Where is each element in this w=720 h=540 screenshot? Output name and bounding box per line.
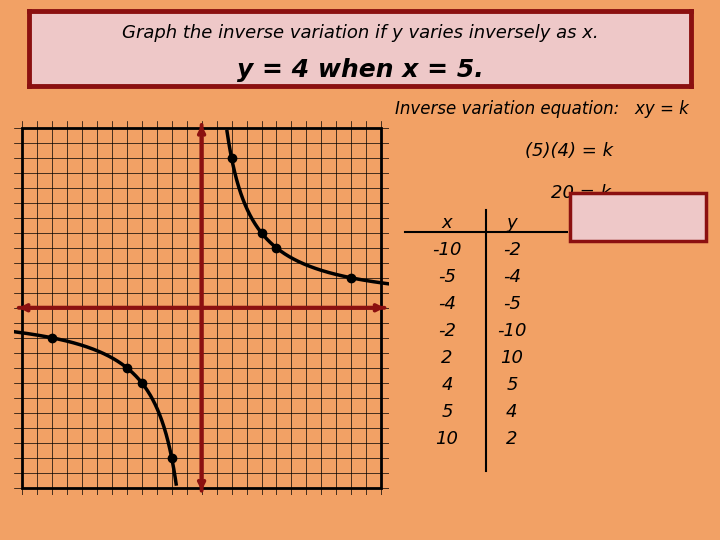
Text: -5: -5	[438, 268, 456, 286]
Text: 10: 10	[500, 349, 523, 367]
FancyBboxPatch shape	[570, 193, 706, 241]
Text: 4: 4	[441, 376, 453, 394]
Text: 2: 2	[506, 430, 518, 448]
Text: 5: 5	[506, 376, 518, 394]
Text: Inverse variation equation:   xy = k: Inverse variation equation: xy = k	[395, 100, 689, 118]
Text: -4: -4	[503, 268, 521, 286]
Text: -2: -2	[503, 241, 521, 259]
Text: x: x	[442, 214, 452, 232]
Text: Graph the inverse variation if y varies inversely as x.: Graph the inverse variation if y varies …	[122, 24, 598, 43]
Text: -4: -4	[438, 295, 456, 313]
Text: 10: 10	[436, 430, 459, 448]
Text: 4: 4	[506, 403, 518, 421]
Text: 20 = k: 20 = k	[551, 185, 611, 202]
Text: xy = 20: xy = 20	[591, 206, 685, 226]
Text: y = 4 when x = 5.: y = 4 when x = 5.	[237, 58, 483, 82]
Text: -5: -5	[503, 295, 521, 313]
Text: y: y	[507, 214, 517, 232]
Text: -2: -2	[438, 322, 456, 340]
Text: (5)(4) = k: (5)(4) = k	[525, 143, 613, 160]
Text: -10: -10	[498, 322, 526, 340]
Text: 2: 2	[441, 349, 453, 367]
Text: 5: 5	[441, 403, 453, 421]
Text: -10: -10	[433, 241, 462, 259]
